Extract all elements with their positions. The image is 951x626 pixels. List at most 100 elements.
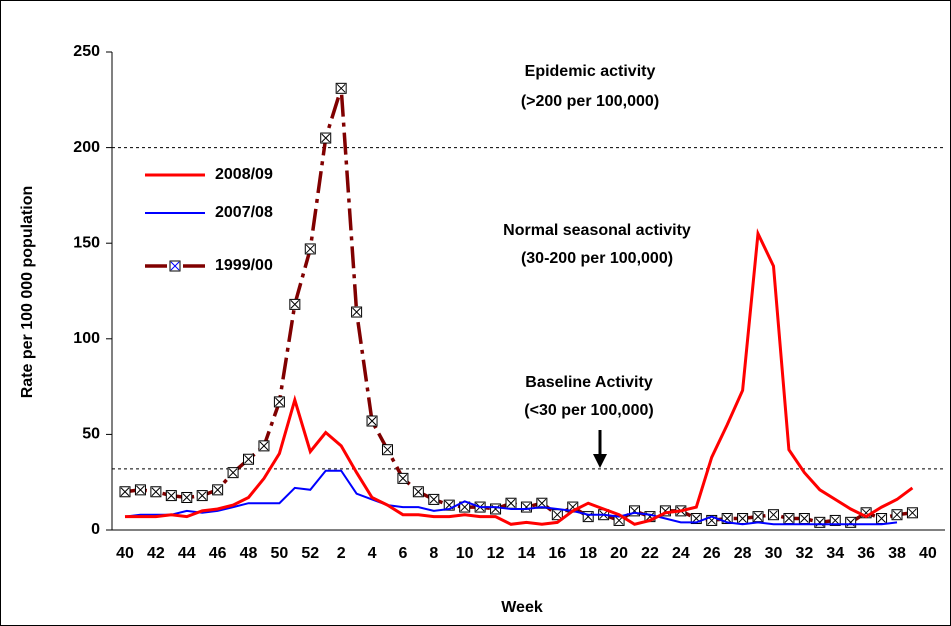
marker bbox=[273, 396, 285, 408]
x-tick-label: 52 bbox=[301, 545, 319, 562]
marker-cross bbox=[228, 468, 238, 477]
marker bbox=[737, 513, 749, 525]
marker bbox=[876, 513, 888, 525]
x-tick-label: 44 bbox=[178, 545, 196, 562]
marker-cross bbox=[753, 512, 763, 521]
marker bbox=[181, 491, 193, 503]
marker bbox=[845, 516, 857, 528]
marker-cross bbox=[537, 498, 547, 508]
marker-cross bbox=[769, 510, 778, 520]
series-line bbox=[124, 87, 913, 525]
x-tick-label: 2 bbox=[337, 545, 346, 562]
marker bbox=[891, 509, 903, 521]
marker-cross bbox=[892, 510, 902, 520]
x-tick-label: 24 bbox=[672, 545, 690, 562]
marker bbox=[814, 516, 826, 528]
marker bbox=[520, 501, 532, 513]
marker-cross bbox=[738, 514, 747, 523]
marker bbox=[134, 484, 146, 496]
marker-cross bbox=[800, 514, 809, 523]
x-tick-label: 38 bbox=[888, 545, 906, 562]
marker-cross bbox=[383, 445, 392, 455]
marker-cross bbox=[367, 416, 377, 426]
marker-cross bbox=[151, 487, 161, 497]
x-tick-label: 40 bbox=[116, 545, 134, 562]
marker bbox=[150, 486, 162, 498]
x-tick-label: 20 bbox=[610, 545, 628, 562]
marker bbox=[752, 511, 764, 523]
marker bbox=[289, 298, 301, 310]
x-tick-label: 46 bbox=[209, 545, 227, 562]
y-tick-label: 250 bbox=[73, 43, 100, 60]
x-tick-label: 28 bbox=[734, 545, 752, 562]
x-tick-label: 40 bbox=[919, 545, 937, 562]
x-tick-label: 10 bbox=[456, 545, 474, 562]
marker-cross bbox=[877, 514, 886, 523]
legend-label: 1999/00 bbox=[215, 257, 273, 274]
series-line bbox=[124, 469, 898, 526]
marker-cross bbox=[414, 487, 423, 497]
arrow-head bbox=[593, 454, 607, 468]
annotation: Normal seasonal activity bbox=[503, 222, 691, 239]
x-tick-label: 32 bbox=[795, 545, 813, 562]
marker-cross bbox=[244, 454, 253, 464]
marker-cross bbox=[275, 397, 284, 407]
annotation: (30-200 per 100,000) bbox=[521, 250, 673, 267]
marker-cross bbox=[136, 485, 145, 495]
marker bbox=[335, 82, 347, 94]
legend-label: 2007/08 bbox=[215, 204, 273, 221]
x-tick-label: 14 bbox=[518, 545, 536, 562]
marker-cross bbox=[908, 508, 917, 518]
marker-cross bbox=[213, 485, 222, 495]
x-tick-label: 8 bbox=[429, 545, 438, 562]
marker bbox=[536, 497, 548, 509]
annotation: Baseline Activity bbox=[525, 374, 653, 391]
marker bbox=[906, 507, 918, 519]
y-axis-title: Rate per 100 000 population bbox=[19, 186, 36, 399]
marker-cross bbox=[305, 244, 315, 254]
marker bbox=[196, 490, 208, 502]
marker bbox=[165, 490, 177, 502]
marker-cross bbox=[784, 514, 794, 523]
marker bbox=[767, 509, 779, 521]
annotation: (<30 per 100,000) bbox=[524, 402, 653, 419]
marker bbox=[783, 513, 795, 525]
marker bbox=[381, 444, 393, 456]
marker bbox=[304, 243, 316, 255]
marker-cross bbox=[336, 83, 346, 93]
y-tick-label: 150 bbox=[73, 234, 100, 251]
marker bbox=[798, 513, 810, 525]
marker-cross bbox=[460, 502, 470, 512]
x-tick-label: 4 bbox=[368, 545, 377, 562]
marker-cross bbox=[506, 498, 516, 508]
annotation: Epidemic activity bbox=[525, 63, 656, 80]
legend-label: 2008/09 bbox=[215, 166, 273, 183]
marker-cross bbox=[166, 491, 176, 500]
marker bbox=[243, 453, 255, 465]
marker bbox=[829, 514, 841, 526]
marker bbox=[428, 493, 440, 505]
x-axis-title: Week bbox=[501, 599, 543, 616]
marker bbox=[351, 306, 363, 318]
marker bbox=[227, 467, 239, 479]
marker bbox=[258, 440, 270, 452]
y-tick-label: 50 bbox=[82, 426, 100, 443]
marker-cross bbox=[398, 474, 408, 483]
marker-cross bbox=[321, 133, 331, 143]
x-tick-label: 48 bbox=[240, 545, 258, 562]
x-tick-label: 26 bbox=[703, 545, 721, 562]
marker bbox=[366, 415, 378, 427]
marker bbox=[119, 486, 131, 498]
marker bbox=[397, 472, 409, 484]
marker-cross bbox=[429, 495, 439, 504]
marker-cross bbox=[120, 487, 130, 497]
x-tick-label: 12 bbox=[487, 545, 505, 562]
marker-cross bbox=[830, 516, 840, 525]
marker-cross bbox=[290, 300, 300, 309]
marker-cross bbox=[182, 493, 192, 502]
x-tick-label: 50 bbox=[271, 545, 289, 562]
x-tick-label: 18 bbox=[579, 545, 597, 562]
x-tick-label: 36 bbox=[857, 545, 875, 562]
y-tick-label: 200 bbox=[73, 139, 100, 156]
